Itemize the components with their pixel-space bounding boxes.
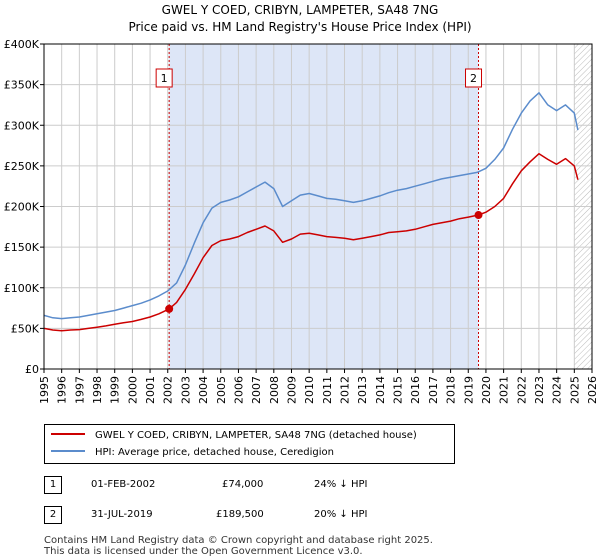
x-tick-label: 2004	[197, 376, 210, 404]
sale-row-2: 2 31-JUL-2019 £189,500 20% ↓ HPI	[0, 506, 600, 526]
x-tick-label: 2014	[374, 376, 387, 404]
sale-row-1: 1 01-FEB-2002 £74,000 24% ↓ HPI	[0, 476, 600, 496]
footnote-licence: This data is licensed under the Open Gov…	[44, 546, 363, 557]
x-tick-label: 2026	[586, 376, 599, 404]
x-tick-label: 2011	[321, 376, 334, 404]
legend-item-hpi: HPI: Average price, detached house, Cere…	[51, 445, 334, 461]
x-tick-label: 2001	[144, 376, 157, 404]
y-tick-label: £350K	[4, 79, 40, 92]
price-chart: 1 2 £0 £50K £100K £150K £200K £250K £300K £350K £…	[4, 38, 599, 404]
sale-label-box	[465, 68, 483, 88]
x-tick-label: 2005	[215, 376, 228, 404]
x-tick-label: 2003	[179, 376, 192, 404]
chart-title: GWEL Y COED, CRIBYN, LAMPETER, SA48 7NG	[161, 3, 439, 17]
sale-hpi-diff: 20% ↓ HPI	[314, 509, 368, 520]
x-tick-label: 1999	[109, 376, 122, 404]
x-tick-label: 2019	[462, 376, 475, 404]
sale-number-badge: 2	[44, 506, 62, 524]
x-tick-label: 2008	[268, 376, 281, 404]
x-tick-label: 2025	[568, 376, 581, 404]
x-tick-label: 2010	[303, 376, 316, 404]
sale-point	[165, 304, 174, 313]
x-tick-label: 2018	[445, 376, 458, 404]
x-tick-label: 2017	[427, 376, 440, 404]
legend: GWEL Y COED, CRIBYN, LAMPETER, SA48 7NG …	[44, 424, 455, 464]
property-price-line	[44, 152, 579, 332]
x-tick-label: 1995	[38, 376, 51, 404]
sale-date: 01-FEB-2002	[91, 479, 156, 490]
y-tick-label: £300K	[4, 119, 40, 132]
x-tick-label: 2007	[250, 376, 263, 404]
sale-date: 31-JUL-2019	[91, 509, 153, 520]
y-tick-label: £0	[25, 363, 39, 376]
x-tick-label: 2002	[162, 376, 175, 404]
plot-frame	[43, 43, 593, 370]
sale-hpi-diff: 24% ↓ HPI	[314, 479, 368, 490]
legend-property-label: GWEL Y COED, CRIBYN, LAMPETER, SA48 7NG …	[95, 430, 417, 441]
legend-hpi-swatch	[51, 450, 85, 452]
y-tick-label: £150K	[4, 241, 40, 254]
legend-hpi-label: HPI: Average price, detached house, Cere…	[95, 447, 334, 458]
x-tick-label: 2020	[480, 376, 493, 404]
x-tick-label: 2009	[285, 376, 298, 404]
x-tick-label: 1998	[91, 376, 104, 404]
legend-item-property: GWEL Y COED, CRIBYN, LAMPETER, SA48 7NG …	[51, 428, 417, 444]
sale-price: £189,500	[216, 509, 264, 520]
y-tick-label: £200K	[4, 201, 40, 214]
sale-price: £74,000	[222, 479, 264, 490]
x-tick-label: 1996	[56, 376, 69, 404]
chart-subtitle: Price paid vs. HM Land Registry's House …	[128, 20, 472, 34]
x-tick-label: 2006	[232, 376, 245, 404]
x-tick-label: 2016	[409, 376, 422, 404]
x-tick-label: 2021	[498, 376, 511, 404]
sale-label-box	[155, 68, 173, 88]
x-tick-label: 2013	[356, 376, 369, 404]
sale-point	[474, 211, 483, 220]
y-tick-label: £250K	[4, 160, 40, 173]
x-tick-label: 2024	[551, 376, 564, 404]
y-tick-label: £50K	[11, 322, 40, 335]
x-tick-label: 2012	[339, 376, 352, 404]
x-tick-label: 2022	[515, 376, 528, 404]
y-tick-label: £400K	[4, 38, 40, 51]
sale-label-text: 1	[161, 72, 168, 85]
x-tick-label: 2015	[392, 376, 405, 404]
sale-number-badge: 1	[44, 476, 62, 494]
sale-label-text: 2	[470, 72, 477, 85]
x-tick-label: 1997	[73, 376, 86, 404]
hpi-line	[44, 92, 579, 320]
x-tick-label: 2023	[533, 376, 546, 404]
y-tick-label: £100K	[4, 282, 40, 295]
legend-property-swatch	[51, 433, 85, 435]
x-tick-label: 2000	[126, 376, 139, 404]
footnote-copyright: Contains HM Land Registry data © Crown c…	[44, 535, 433, 546]
